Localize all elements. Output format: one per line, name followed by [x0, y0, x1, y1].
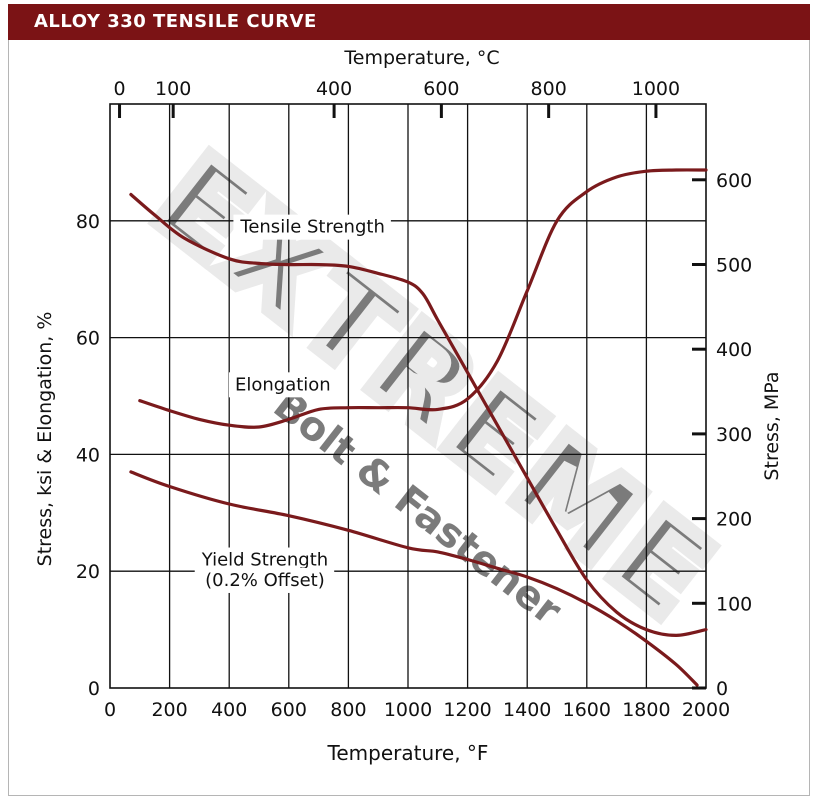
x-tick-label-200: 200 — [151, 699, 187, 721]
label-elongation-bg — [228, 372, 337, 398]
x-axis-title-top: Temperature, °C — [343, 47, 499, 69]
yield-strength-line — [129, 470, 699, 687]
right-tick-label-500: 500 — [716, 254, 752, 276]
y-tick-label-60: 60 — [76, 328, 100, 350]
chart-title: ALLOY 330 TENSILE CURVE — [34, 11, 317, 32]
right-tick-label-200: 200 — [716, 509, 752, 531]
label-tensile-strength: Tensile Strength — [239, 217, 384, 238]
x-tick-label-1000: 1000 — [384, 699, 432, 721]
top-tick-label-400: 400 — [316, 78, 352, 100]
x-tick-label-1200: 1200 — [443, 699, 491, 721]
label-yield-strength: Yield Strength — [201, 550, 328, 571]
label-elongation: Elongation — [235, 374, 331, 395]
label-tensile-strength-bg — [233, 214, 391, 240]
label-yield-offset-bg — [199, 567, 331, 593]
x-tick-label-800: 800 — [330, 699, 366, 721]
x-tick-label-2000: 2000 — [682, 699, 730, 721]
x-tick-label-600: 600 — [271, 699, 307, 721]
plot-border — [109, 103, 707, 689]
y-tick-label-20: 20 — [76, 561, 100, 583]
grid-lines — [110, 104, 706, 688]
axes — [109, 103, 707, 690]
x-tick-label-1400: 1400 — [503, 699, 551, 721]
x-tick-label-1600: 1600 — [563, 699, 611, 721]
top-tick-label-600: 600 — [423, 78, 459, 100]
right-tick-label-100: 100 — [716, 593, 752, 615]
x-axis-title: Temperature, °F — [327, 741, 489, 765]
label-yield-offset: (0.2% Offset) — [205, 570, 325, 591]
x-tick-label-1800: 1800 — [622, 699, 670, 721]
elongation-line — [138, 168, 708, 429]
chart-title-bar: ALLOY 330 TENSILE CURVE — [8, 4, 810, 40]
x-tick-label-400: 400 — [211, 699, 247, 721]
right-tick-label-400: 400 — [716, 339, 752, 361]
y-tick-label-40: 40 — [76, 444, 100, 466]
top-tick-label-800: 800 — [531, 78, 567, 100]
right-tick-label-300: 300 — [716, 424, 752, 446]
top-tick-label-100: 100 — [155, 78, 191, 100]
right-tick-label-0: 0 — [716, 678, 728, 700]
series-lines — [129, 168, 708, 687]
right-tick-label-600: 600 — [716, 170, 752, 192]
x-tick-label-0: 0 — [104, 699, 116, 721]
y-axis-title-left: Stress, ksi & Elongation, % — [34, 312, 56, 567]
top-tick-label-0: 0 — [113, 78, 125, 100]
y-tick-label-0: 0 — [88, 678, 100, 700]
y-tick-label-80: 80 — [76, 211, 100, 233]
axis-labels: 0 200 400 600 800 1000 1200 1400 1600 1800 2000020… — [34, 47, 783, 765]
annotations: Tensile Strength Elongation Yield Strength… — [194, 214, 391, 593]
top-tick-label-1000: 1000 — [632, 78, 680, 100]
y-axis-title-right: Stress, MPa — [761, 371, 783, 480]
tensile-strength-line — [129, 192, 708, 637]
